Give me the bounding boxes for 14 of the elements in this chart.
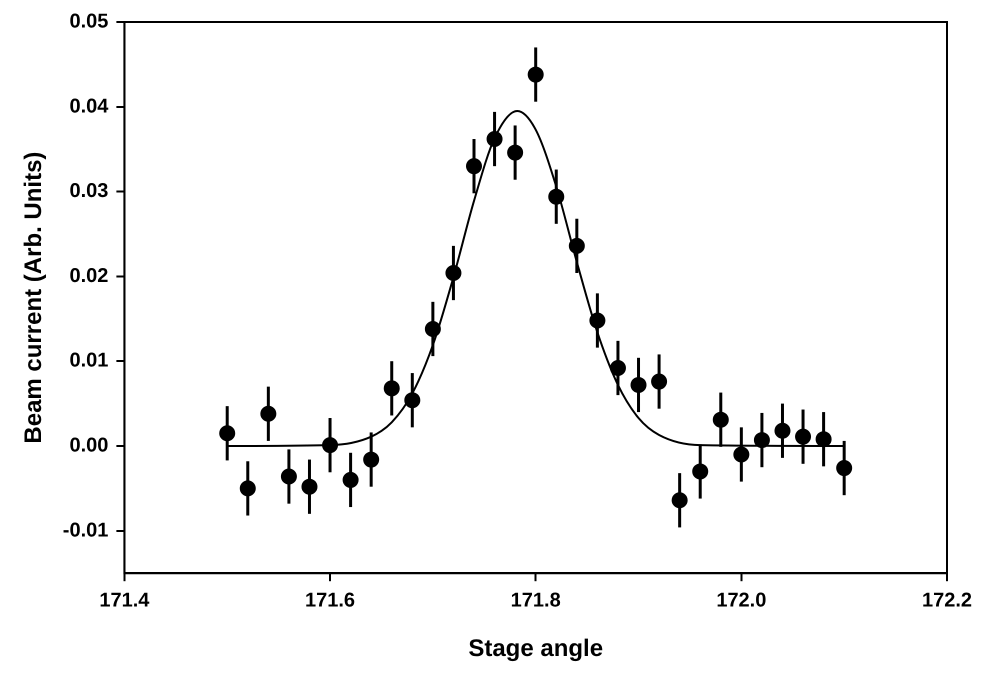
x-tick-label: 172.2	[922, 590, 972, 612]
y-tick-label: 0.00	[69, 434, 108, 457]
x-axis-title: Stage angle	[468, 635, 604, 662]
x-tick-label: 171.6	[305, 590, 356, 612]
y-axis-title: Beam current (Arb. Units)	[20, 152, 48, 444]
y-tick-label: -0.01	[62, 519, 108, 542]
y-tick-label: 0.01	[69, 350, 108, 372]
y-tick-label: 0.02	[69, 264, 108, 287]
y-tick-label: 0.03	[69, 180, 108, 202]
y-tick-label: 0.04	[69, 95, 110, 118]
x-tick-label: 171.4	[99, 590, 150, 612]
y-tick-label: 0.05	[69, 10, 108, 33]
x-tick-label: 172.0	[716, 590, 766, 612]
x-tick-label: 171.8	[510, 590, 561, 612]
